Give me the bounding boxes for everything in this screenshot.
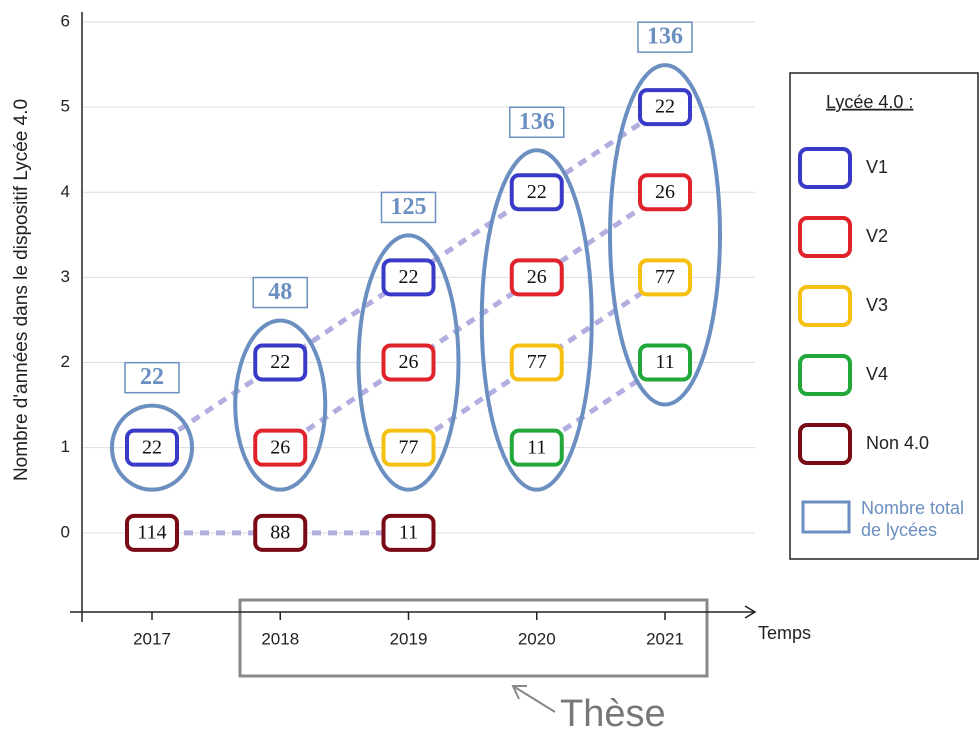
cohort-count: 22 [270,351,290,373]
cohort-box [638,343,692,382]
cohort-line [407,275,667,450]
cohort-count: 88 [270,521,290,543]
x-axis-arrow [744,605,757,619]
cohort-box [381,343,436,382]
cohort-count: 26 [527,266,547,288]
legend-swatch [798,423,852,465]
legend-label: Nombre total [861,498,964,518]
total-label: 125 [391,194,427,220]
total-label: 136 [519,109,555,135]
legend-label: V1 [866,157,888,177]
y-tick-label: 2 [61,352,70,371]
cohort-count: 26 [655,181,675,203]
x-axis-label: Temps [758,623,811,643]
total-box [380,191,437,224]
y-tick-label: 3 [61,267,70,286]
total-box [637,21,693,53]
x-tick-label: 2021 [646,629,684,648]
y-tick-label: 4 [61,182,70,201]
cohort-box [253,428,308,467]
cohort-box [381,428,436,467]
legend-label: Non 4.0 [866,433,929,453]
year-group [608,63,722,407]
cohort-count: 26 [399,351,419,373]
cohort-box [381,513,436,552]
total-label: 136 [647,24,683,50]
cohort-count: 22 [142,436,162,458]
thesis-arrow [512,685,556,713]
cohort-count: 77 [527,351,547,373]
y-tick-label: 5 [61,97,70,116]
legend-swatch [798,354,852,396]
legend-label: de lycées [861,520,937,540]
thesis-arrowhead [511,685,527,700]
year-group [356,233,461,492]
cohort-box [638,258,692,297]
total-label: 22 [140,364,164,390]
total-label: 48 [268,279,292,305]
cohort-count: 22 [655,96,675,118]
cohort-box [253,343,308,382]
y-axis-label: Nombre d'années dans le dispositif Lycée… [11,99,32,481]
total-box [509,106,565,139]
cohort-box [638,88,692,127]
y-tick-label: 0 [61,522,70,541]
legend-swatch [798,285,852,327]
cohort-count: 22 [399,266,419,288]
legend-swatch [798,216,852,258]
legend-label: V4 [866,364,888,384]
cohort-count: 77 [399,436,419,458]
cohort-box [638,173,692,212]
legend-swatch [798,147,852,189]
x-tick-label: 2020 [518,629,556,648]
cohort-box [125,513,179,552]
year-group [233,318,328,492]
annotation: Thèse [560,693,666,733]
cohort-count: 114 [137,521,166,543]
cohort-count: 26 [270,436,290,458]
cohort-count: 22 [527,181,547,203]
legend-label: V2 [866,226,888,246]
year-group [110,403,194,492]
cohort-line [278,190,667,450]
x-tick-label: 2018 [261,629,299,648]
legend-label: V3 [866,295,888,315]
cohort-count: 11 [399,521,418,543]
cohort-box [509,428,564,467]
cohort-count: 11 [527,436,546,458]
x-tick-label: 2019 [390,629,428,648]
cohort-count: 77 [655,266,675,288]
cohort-box [381,258,436,297]
x-tick-label: 2017 [133,629,171,648]
cohort-box [125,428,179,467]
cohort-box [509,258,564,297]
legend-swatch [801,500,851,534]
cohort-box [253,513,308,552]
cohort-count: 11 [655,351,674,373]
total-box [252,276,308,309]
cohort-box [509,343,564,382]
thesis-box [238,598,709,678]
y-tick-label: 6 [61,11,70,30]
total-box [124,361,180,394]
y-tick-label: 1 [61,437,70,456]
legend-title: Lycée 4.0 : [826,92,913,112]
year-group [479,148,594,492]
cohort-box [509,173,564,212]
